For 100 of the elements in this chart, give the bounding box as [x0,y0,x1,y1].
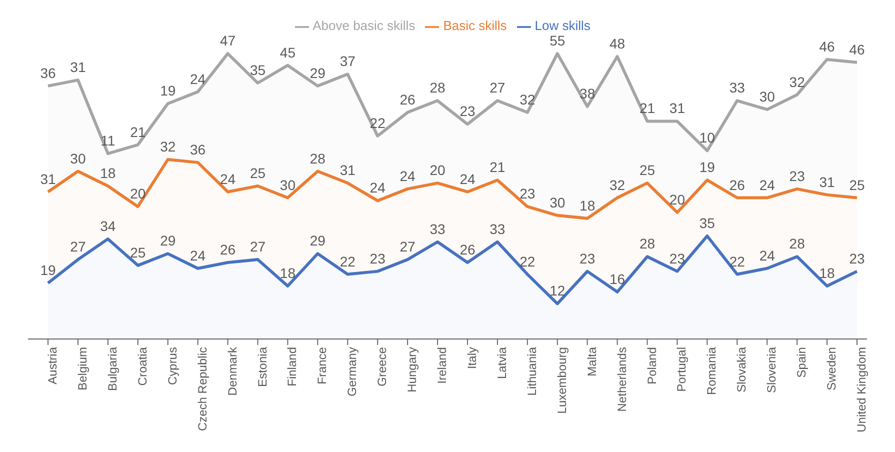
data-label: 26 [400,91,416,108]
data-label: 25 [130,244,146,260]
data-label: 24 [400,168,416,184]
data-label: 31 [40,170,56,187]
x-tick-label: Luxembourg [554,347,569,414]
data-label: 20 [669,191,686,208]
legend-label: Above basic skills [312,18,416,33]
data-label: 25 [849,176,865,193]
data-label: 25 [639,162,656,178]
data-label: 29 [310,232,326,249]
data-label: 30 [759,88,776,104]
data-label: 29 [160,232,176,249]
x-tick-label: Poland [644,347,659,384]
data-label: 22 [340,253,356,270]
data-label: 31 [340,162,356,178]
data-label: 21 [130,124,146,140]
data-label: 18 [819,265,836,282]
x-tick-label: United Kingdom [854,347,869,432]
x-tick-label: Slovakia [734,346,749,392]
x-tick-label: Belgium [75,347,90,390]
data-label: 11 [100,132,116,149]
legend-label: Low skills [534,18,590,33]
data-label: 31 [819,174,836,190]
data-label: 27 [400,238,416,255]
data-label: 24 [190,70,206,87]
x-tick-label: Czech Republic [195,347,210,432]
data-label: 36 [190,141,206,158]
data-label: 18 [280,265,296,282]
data-label: 24 [759,176,776,193]
data-label: 47 [220,32,236,49]
x-tick-label: Italy [465,347,479,370]
data-label: 29 [310,64,326,81]
data-label: 28 [789,236,806,252]
x-tick-label: Germany [345,347,360,396]
data-label: 28 [430,80,446,96]
data-label: 26 [729,176,746,193]
data-label: 20 [130,186,146,202]
x-tick-label: Estonia [255,346,270,388]
data-label: 24 [220,170,236,187]
x-tick-label: Ireland [435,347,450,384]
data-label: 26 [460,241,476,258]
x-tick-label: Finland [285,347,300,386]
data-label: 34 [100,218,116,234]
data-label: 48 [610,36,626,52]
x-tick-label: Sweden [824,347,839,390]
data-label: 27 [490,80,506,96]
data-label: 30 [70,150,86,166]
data-label: 35 [699,215,716,232]
data-label: 24 [759,247,776,264]
data-label: 31 [669,100,686,116]
data-label: 23 [789,168,806,184]
data-label: 27 [70,238,86,255]
x-tick-label: Denmark [225,346,240,396]
data-label: 33 [430,220,446,237]
x-tick-label: Latvia [494,346,509,380]
data-label: 23 [669,250,686,266]
data-label: 19 [40,262,56,278]
x-tick-label: Spain [794,347,809,378]
data-label: 23 [370,250,386,266]
data-label: 12 [550,282,566,299]
data-label: 38 [580,86,596,102]
x-tick-label: Romania [704,346,719,396]
data-label: 20 [430,162,446,178]
data-label: 24 [190,247,206,264]
data-label: 21 [490,159,506,176]
legend-label: Basic skills [443,18,507,33]
x-tick-label: Bulgaria [105,346,120,392]
data-label: 25 [250,164,266,181]
data-label: 32 [160,138,176,154]
data-label: 28 [639,236,656,252]
x-tick-label: Cyprus [165,347,180,386]
data-label: 24 [370,180,386,196]
data-label: 18 [100,164,116,181]
data-label: 28 [310,150,326,166]
data-label: 33 [729,80,746,96]
x-tick-label: Lithuania [524,346,539,396]
data-label: 36 [40,64,56,81]
data-label: 46 [849,41,865,58]
data-label: 21 [639,100,656,116]
data-label: 22 [520,253,536,270]
data-label: 33 [490,220,506,237]
data-label: 35 [250,62,266,78]
data-label: 26 [220,241,236,258]
x-tick-label: Slovenia [764,346,779,394]
x-tick-label: France [315,346,330,384]
data-label: 23 [580,250,596,266]
data-label: 27 [250,238,266,255]
data-label: 16 [610,270,626,287]
x-tick-label: Portugal [674,347,689,392]
data-label: 22 [370,114,386,131]
data-label: 30 [550,194,566,210]
x-tick-label: Hungary [405,347,420,392]
data-label: 32 [610,176,626,193]
data-label: 23 [849,250,865,266]
data-label: 18 [580,197,596,214]
data-label: 31 [70,59,86,76]
data-label: 37 [340,53,356,70]
x-tick-label: Malta [584,346,599,376]
data-label: 45 [280,44,296,60]
data-label: 30 [280,176,296,193]
